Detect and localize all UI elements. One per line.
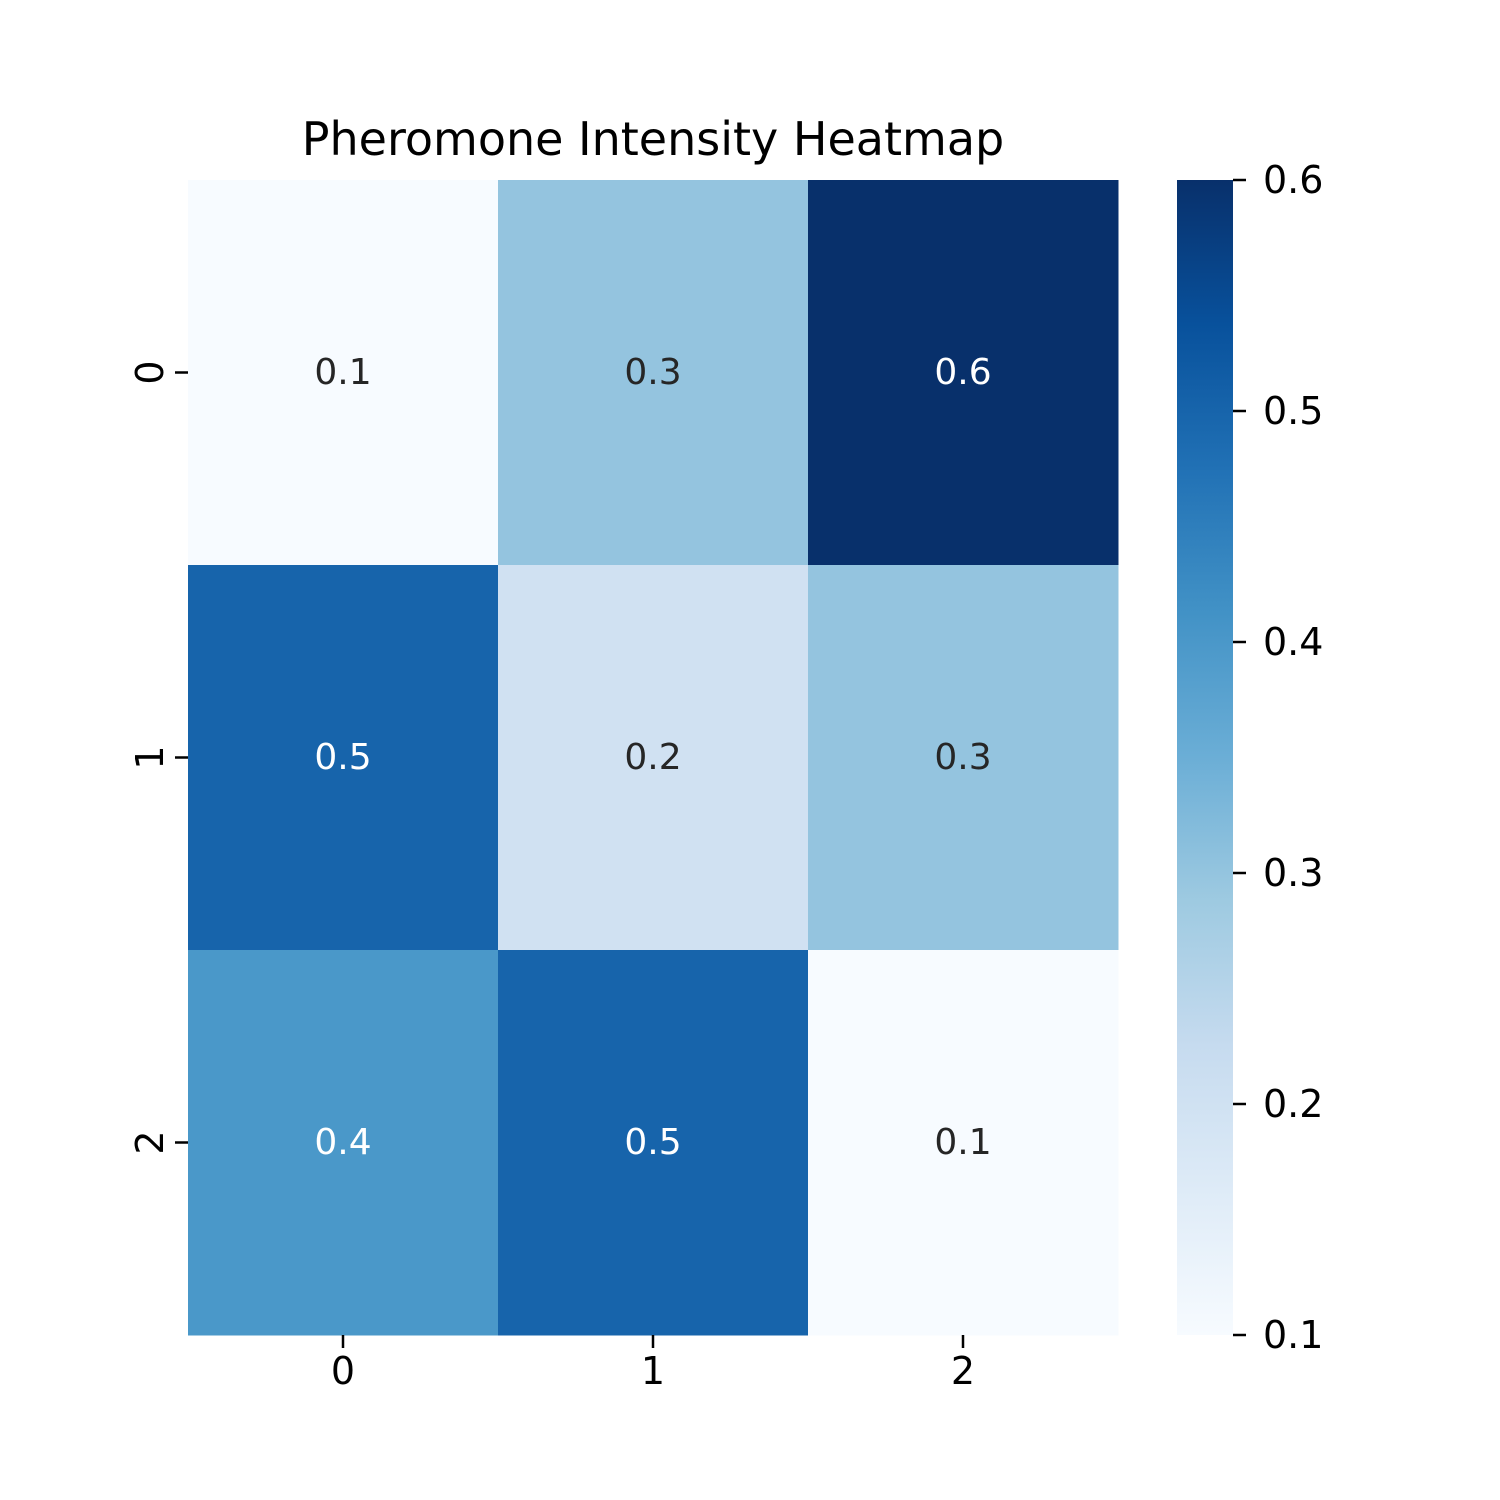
heatmap-cell-r2-c0 [188,950,499,1336]
heatmap-cell-r0-c0 [188,180,499,566]
y-axis: 0 1 2 [128,360,188,1155]
cell-value-label: 0.1 [314,352,371,393]
cell-value-label: 0.6 [934,352,991,393]
heatmap-cell-r1-c0 [188,565,499,951]
heatmap-cells [188,180,1119,1336]
heatmap-cell-r0-c1 [498,180,809,566]
cell-value-label: 0.4 [314,1122,371,1163]
cell-value-label: 0.2 [624,737,681,778]
cell-value-label: 0.5 [624,1122,681,1163]
heatmap-cell-r2-c2 [808,950,1119,1336]
x-tick-label: 1 [641,1349,665,1393]
colorbar-ticks: 0.1 0.2 0.3 0.4 0.5 0.6 [1233,158,1323,1357]
y-tick-label: 0 [128,360,172,384]
colorbar [1177,180,1233,1335]
cell-value-label: 0.3 [624,352,681,393]
cell-annotations: 0.1 0.3 0.6 0.5 0.2 0.3 0.4 0.5 0.1 [314,352,991,1163]
heatmap-cell-r1-c1 [498,565,809,951]
heatmap-cell-r2-c1 [498,950,809,1336]
chart-title: Pheromone Intensity Heatmap [302,112,1004,166]
cell-value-label: 0.5 [314,737,371,778]
colorbar-tick-label: 0.1 [1263,1313,1323,1357]
cell-value-label: 0.3 [934,737,991,778]
cell-value-label: 0.1 [934,1122,991,1163]
colorbar-tick-label: 0.4 [1263,620,1323,664]
y-tick-label: 2 [128,1130,172,1154]
x-tick-label: 2 [951,1349,975,1393]
x-axis: 0 1 2 [331,1335,975,1393]
y-tick-label: 1 [128,745,172,769]
colorbar-tick-label: 0.5 [1263,389,1323,433]
colorbar-tick-label: 0.3 [1263,851,1323,895]
heatmap-cell-r1-c2 [808,565,1119,951]
heatmap-cell-r0-c2 [808,180,1119,566]
colorbar-tick-label: 0.6 [1263,158,1323,202]
colorbar-tick-label: 0.2 [1263,1082,1323,1126]
x-tick-label: 0 [331,1349,355,1393]
